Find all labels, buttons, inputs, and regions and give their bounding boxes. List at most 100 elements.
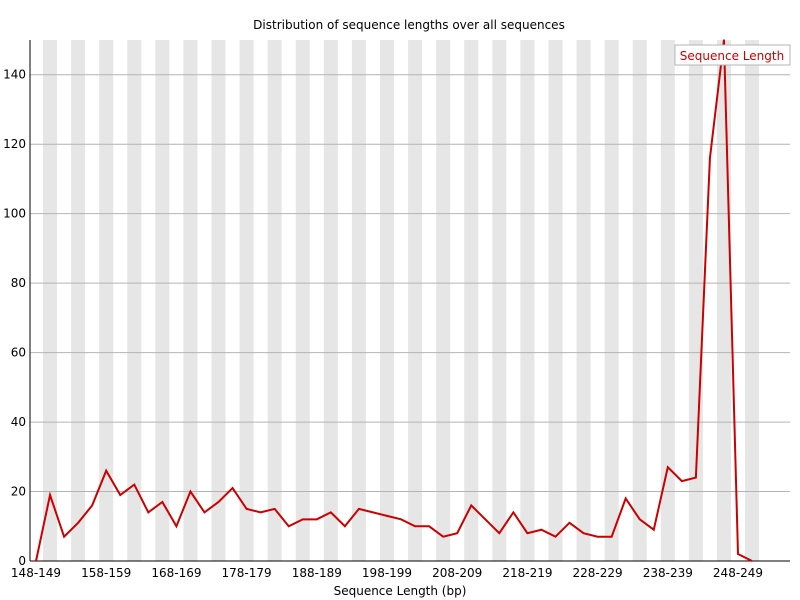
data-point <box>484 518 487 521</box>
background-band <box>660 40 675 561</box>
data-point <box>596 535 599 538</box>
x-tick-label: 238-239 <box>643 566 693 580</box>
data-point <box>709 157 711 159</box>
data-point <box>582 532 585 535</box>
background-band <box>211 40 226 561</box>
x-tick-label: 168-169 <box>151 566 201 580</box>
data-point <box>554 535 557 538</box>
data-point <box>161 501 164 503</box>
background-band <box>548 40 563 561</box>
data-point <box>119 494 122 496</box>
data-point <box>610 535 613 538</box>
background-band <box>576 40 591 561</box>
data-point <box>316 518 318 521</box>
data-point <box>49 494 51 496</box>
data-point <box>372 511 374 514</box>
background-band <box>492 40 507 561</box>
data-point <box>231 487 234 489</box>
x-tick-labels: 148-149 158-159 168-169 178-179 188-189 198-1… <box>11 566 763 580</box>
data-point <box>568 521 571 524</box>
data-point <box>330 511 332 514</box>
y-tick-label: 20 <box>11 485 26 499</box>
data-point <box>175 525 178 528</box>
background-band <box>520 40 535 561</box>
data-point <box>203 511 206 514</box>
data-point <box>498 532 501 535</box>
background-band <box>127 40 142 561</box>
y-tick-label: 0 <box>18 554 26 568</box>
data-point <box>723 39 725 41</box>
background-band <box>351 40 366 561</box>
data-point <box>400 518 402 521</box>
background-band <box>295 40 310 561</box>
data-point <box>456 532 459 535</box>
background-band <box>436 40 451 561</box>
y-tick-label: 60 <box>11 346 26 360</box>
y-tick-label: 140 <box>3 68 26 82</box>
background-band <box>323 40 338 561</box>
background-band <box>43 40 58 561</box>
background-band <box>464 40 479 561</box>
data-point <box>428 525 430 528</box>
data-point <box>63 535 65 538</box>
data-point <box>526 532 529 535</box>
x-tick-label: 208-209 <box>432 566 482 580</box>
data-point <box>512 511 515 514</box>
x-tick-label: 218-219 <box>502 566 552 580</box>
data-point <box>147 511 150 514</box>
x-tick-label: 228-229 <box>573 566 623 580</box>
data-point <box>358 508 360 510</box>
x-axis-label: Sequence Length (bp) <box>334 584 467 598</box>
data-point <box>652 528 655 531</box>
data-point <box>35 560 37 562</box>
data-point <box>344 525 346 528</box>
data-point <box>287 525 290 528</box>
data-point <box>638 518 641 521</box>
legend-entry: Sequence Length <box>680 49 784 63</box>
data-point <box>189 490 192 493</box>
y-tick-label: 100 <box>3 207 26 221</box>
y-tick-label: 80 <box>11 276 26 290</box>
x-tick-label: 158-159 <box>81 566 131 580</box>
chart-title: Distribution of sequence lengths over al… <box>253 18 565 32</box>
x-tick-label: 178-179 <box>222 566 272 580</box>
background-band <box>716 40 731 561</box>
y-tick-label: 120 <box>3 137 26 151</box>
background-band <box>604 40 619 561</box>
data-point <box>386 515 388 517</box>
data-point <box>77 521 79 524</box>
background-band <box>745 40 760 561</box>
data-point <box>217 501 220 503</box>
data-point <box>301 518 304 521</box>
data-point <box>695 476 697 479</box>
y-tick-label: 40 <box>11 415 26 429</box>
data-point <box>245 508 248 510</box>
data-point <box>667 466 669 469</box>
background-band <box>688 40 703 561</box>
background-band <box>239 40 254 561</box>
background-band <box>99 40 114 561</box>
data-point <box>105 469 107 472</box>
data-point <box>540 528 543 531</box>
legend: Sequence Length <box>674 44 791 66</box>
x-tick-label: 198-199 <box>362 566 412 580</box>
data-point <box>133 483 136 486</box>
data-point <box>91 504 93 507</box>
data-point <box>259 511 262 514</box>
data-point <box>751 560 753 562</box>
data-point <box>414 525 416 528</box>
data-point <box>681 480 683 482</box>
background-band <box>267 40 282 561</box>
legend-box <box>674 44 791 66</box>
data-point <box>470 504 473 507</box>
data-point <box>273 508 276 510</box>
background-band <box>408 40 423 561</box>
background-band <box>183 40 198 561</box>
data-point <box>624 497 627 500</box>
y-tick-labels: 0 20 40 60 80 100 120 140 <box>3 68 26 568</box>
x-tick-label: 188-189 <box>292 566 342 580</box>
background-band <box>632 40 647 561</box>
x-tick-label: 248-249 <box>713 566 763 580</box>
